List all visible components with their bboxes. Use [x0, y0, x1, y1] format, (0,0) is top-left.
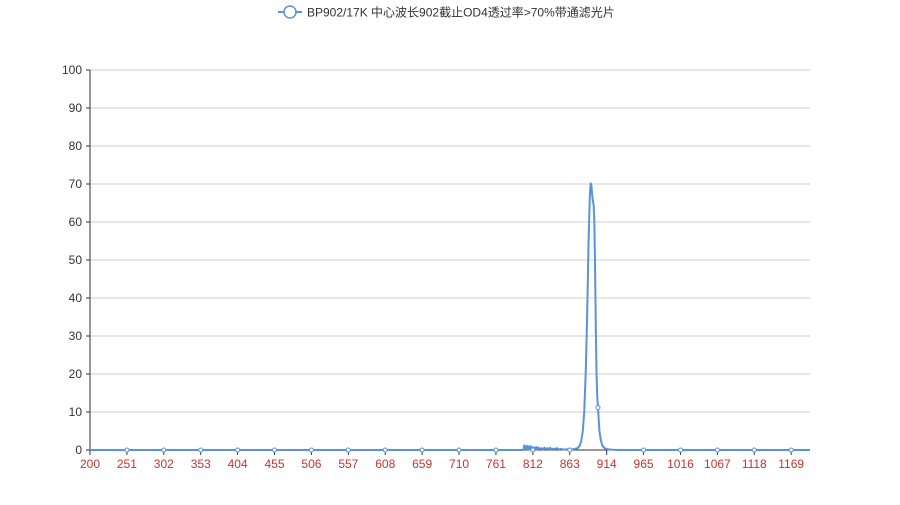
x-tick-label: 200: [80, 457, 100, 471]
data-point-marker[interactable]: [272, 447, 278, 453]
series-group: [90, 182, 810, 453]
x-tick-label: 404: [228, 457, 248, 471]
data-point-marker[interactable]: [124, 447, 130, 453]
data-point-marker[interactable]: [308, 447, 314, 453]
x-tick-label: 251: [117, 457, 137, 471]
data-point-marker[interactable]: [235, 447, 241, 453]
data-point-marker[interactable]: [530, 447, 536, 453]
data-point-marker[interactable]: [751, 447, 757, 453]
x-tick-label: 353: [191, 457, 211, 471]
x-tick-label: 659: [412, 457, 432, 471]
x-tick-label: 1016: [667, 457, 694, 471]
data-point-marker[interactable]: [456, 447, 462, 453]
x-tick-label: 557: [338, 457, 358, 471]
y-tick-label: 40: [69, 291, 83, 305]
data-point-marker[interactable]: [345, 447, 351, 453]
data-point-marker[interactable]: [161, 447, 167, 453]
y-tick-label: 100: [62, 63, 82, 77]
y-gridlines: [86, 69, 810, 451]
data-point-marker[interactable]: [382, 447, 388, 453]
data-point-marker[interactable]: [198, 447, 204, 453]
x-tick-label: 914: [597, 457, 617, 471]
x-tick-label: 965: [634, 457, 654, 471]
y-tick-label: 50: [69, 253, 83, 267]
legend-label: BP902/17K 中心波长902截止OD4透过率>70%带通滤光片: [307, 5, 615, 20]
x-tick-label: 608: [375, 457, 395, 471]
y-tick-label: 80: [69, 139, 83, 153]
y-tick-label: 60: [69, 215, 83, 229]
data-point-marker[interactable]: [641, 447, 647, 453]
data-point-marker[interactable]: [419, 447, 425, 453]
x-tick-label: 1067: [704, 457, 731, 471]
y-tick-label: 10: [69, 405, 83, 419]
x-tick-label: 302: [154, 457, 174, 471]
legend-marker-swatch: [283, 5, 297, 19]
data-point-marker[interactable]: [595, 404, 601, 410]
data-point-marker[interactable]: [493, 447, 499, 453]
x-tick-label: 1169: [778, 457, 804, 471]
data-point-marker[interactable]: [677, 447, 683, 453]
y-tick-label: 30: [69, 329, 83, 343]
data-point-marker[interactable]: [788, 447, 794, 453]
legend[interactable]: BP902/17K 中心波长902截止OD4透过率>70%带通滤光片: [278, 5, 615, 20]
x-tick-label: 455: [265, 457, 285, 471]
x-tick-label: 863: [560, 457, 580, 471]
x-tick-label: 710: [449, 457, 469, 471]
x-tick-label: 1118: [742, 457, 767, 471]
y-tick-label: 20: [69, 367, 83, 381]
data-point-marker[interactable]: [567, 447, 573, 453]
data-point-marker[interactable]: [714, 447, 720, 453]
y-tick-label: 70: [69, 177, 83, 191]
x-tick-label: 761: [486, 457, 506, 471]
y-axis-tick-labels: 0 10 20 30 40 50 60 70 80 90 100: [62, 63, 82, 457]
series-line: [90, 182, 810, 451]
y-tick-label: 0: [75, 443, 82, 457]
x-axis: 200 251 302 353 404 455 506 557 608 659 710 761 812 8…: [80, 449, 810, 471]
x-tick-label: 506: [301, 457, 321, 471]
x-tick-label: 812: [523, 457, 543, 471]
y-tick-label: 90: [69, 101, 83, 115]
